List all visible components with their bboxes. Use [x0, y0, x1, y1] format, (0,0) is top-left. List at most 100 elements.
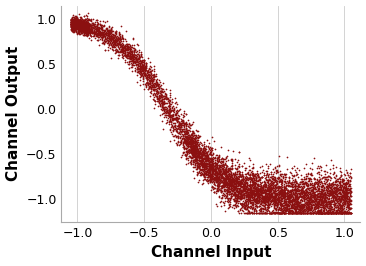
Point: [249, 171, 255, 176]
Point: [73, 23, 79, 27]
Point: [85, 25, 91, 30]
Point: [192, 148, 198, 152]
Point: [330, 211, 336, 215]
Point: [228, 184, 234, 188]
Point: [136, 67, 142, 72]
Point: [187, 155, 193, 159]
Point: [194, 132, 199, 137]
Point: [219, 183, 225, 187]
Point: [320, 185, 325, 189]
Point: [72, 27, 78, 32]
Point: [106, 31, 112, 35]
Point: [305, 182, 311, 186]
Point: [329, 193, 335, 198]
Point: [234, 188, 240, 192]
Point: [305, 198, 311, 202]
Point: [326, 208, 332, 213]
Point: [164, 108, 169, 113]
Point: [142, 66, 148, 71]
Point: [79, 27, 85, 31]
Point: [102, 37, 108, 41]
Point: [78, 23, 83, 27]
Point: [222, 183, 228, 188]
Point: [115, 35, 120, 39]
Point: [228, 193, 234, 198]
Point: [82, 26, 87, 30]
Point: [223, 194, 229, 198]
Point: [220, 193, 225, 197]
Point: [255, 172, 261, 176]
Point: [190, 143, 196, 148]
Point: [172, 123, 178, 127]
Point: [256, 189, 262, 193]
Point: [223, 161, 228, 165]
Point: [68, 27, 74, 32]
Point: [277, 185, 283, 190]
Point: [234, 180, 240, 184]
Point: [333, 209, 339, 213]
Point: [239, 195, 245, 199]
Point: [249, 203, 255, 207]
Point: [226, 202, 232, 206]
Point: [293, 191, 299, 196]
Point: [73, 22, 79, 26]
Point: [317, 177, 322, 181]
Point: [330, 198, 336, 202]
Point: [84, 29, 90, 33]
Point: [205, 174, 211, 179]
Point: [250, 195, 256, 200]
Point: [156, 78, 162, 82]
Point: [115, 42, 121, 46]
Point: [129, 53, 135, 58]
Point: [204, 156, 210, 161]
Point: [158, 89, 164, 93]
Point: [271, 170, 277, 174]
Point: [129, 63, 135, 67]
Point: [113, 50, 119, 54]
Point: [71, 26, 77, 30]
Point: [202, 159, 208, 163]
Point: [316, 211, 322, 215]
Point: [83, 22, 89, 26]
Point: [74, 20, 80, 25]
Point: [265, 182, 271, 187]
Point: [289, 194, 295, 198]
Point: [108, 29, 113, 34]
Point: [287, 188, 293, 192]
Point: [228, 191, 234, 196]
Point: [212, 186, 217, 190]
Point: [69, 29, 75, 34]
Point: [203, 165, 209, 170]
Point: [160, 102, 166, 106]
Point: [274, 179, 280, 183]
Point: [186, 148, 191, 153]
Point: [330, 190, 336, 194]
Point: [330, 211, 336, 215]
Point: [222, 170, 228, 174]
Point: [190, 146, 196, 150]
Point: [101, 38, 107, 42]
Point: [177, 124, 183, 129]
Point: [174, 124, 180, 128]
Point: [258, 205, 264, 210]
Point: [194, 165, 200, 170]
Point: [310, 191, 315, 195]
Point: [259, 200, 265, 204]
Point: [150, 93, 156, 97]
Point: [160, 101, 166, 105]
Point: [91, 26, 97, 30]
Point: [199, 171, 205, 175]
Point: [83, 26, 89, 30]
Point: [154, 96, 160, 100]
Point: [261, 179, 267, 183]
Point: [206, 160, 212, 164]
Point: [225, 190, 231, 194]
Point: [318, 211, 324, 215]
Point: [197, 162, 203, 166]
Point: [90, 17, 96, 22]
Point: [82, 23, 88, 28]
Point: [186, 135, 191, 139]
Point: [76, 24, 82, 28]
Point: [240, 186, 246, 191]
Point: [292, 194, 298, 199]
